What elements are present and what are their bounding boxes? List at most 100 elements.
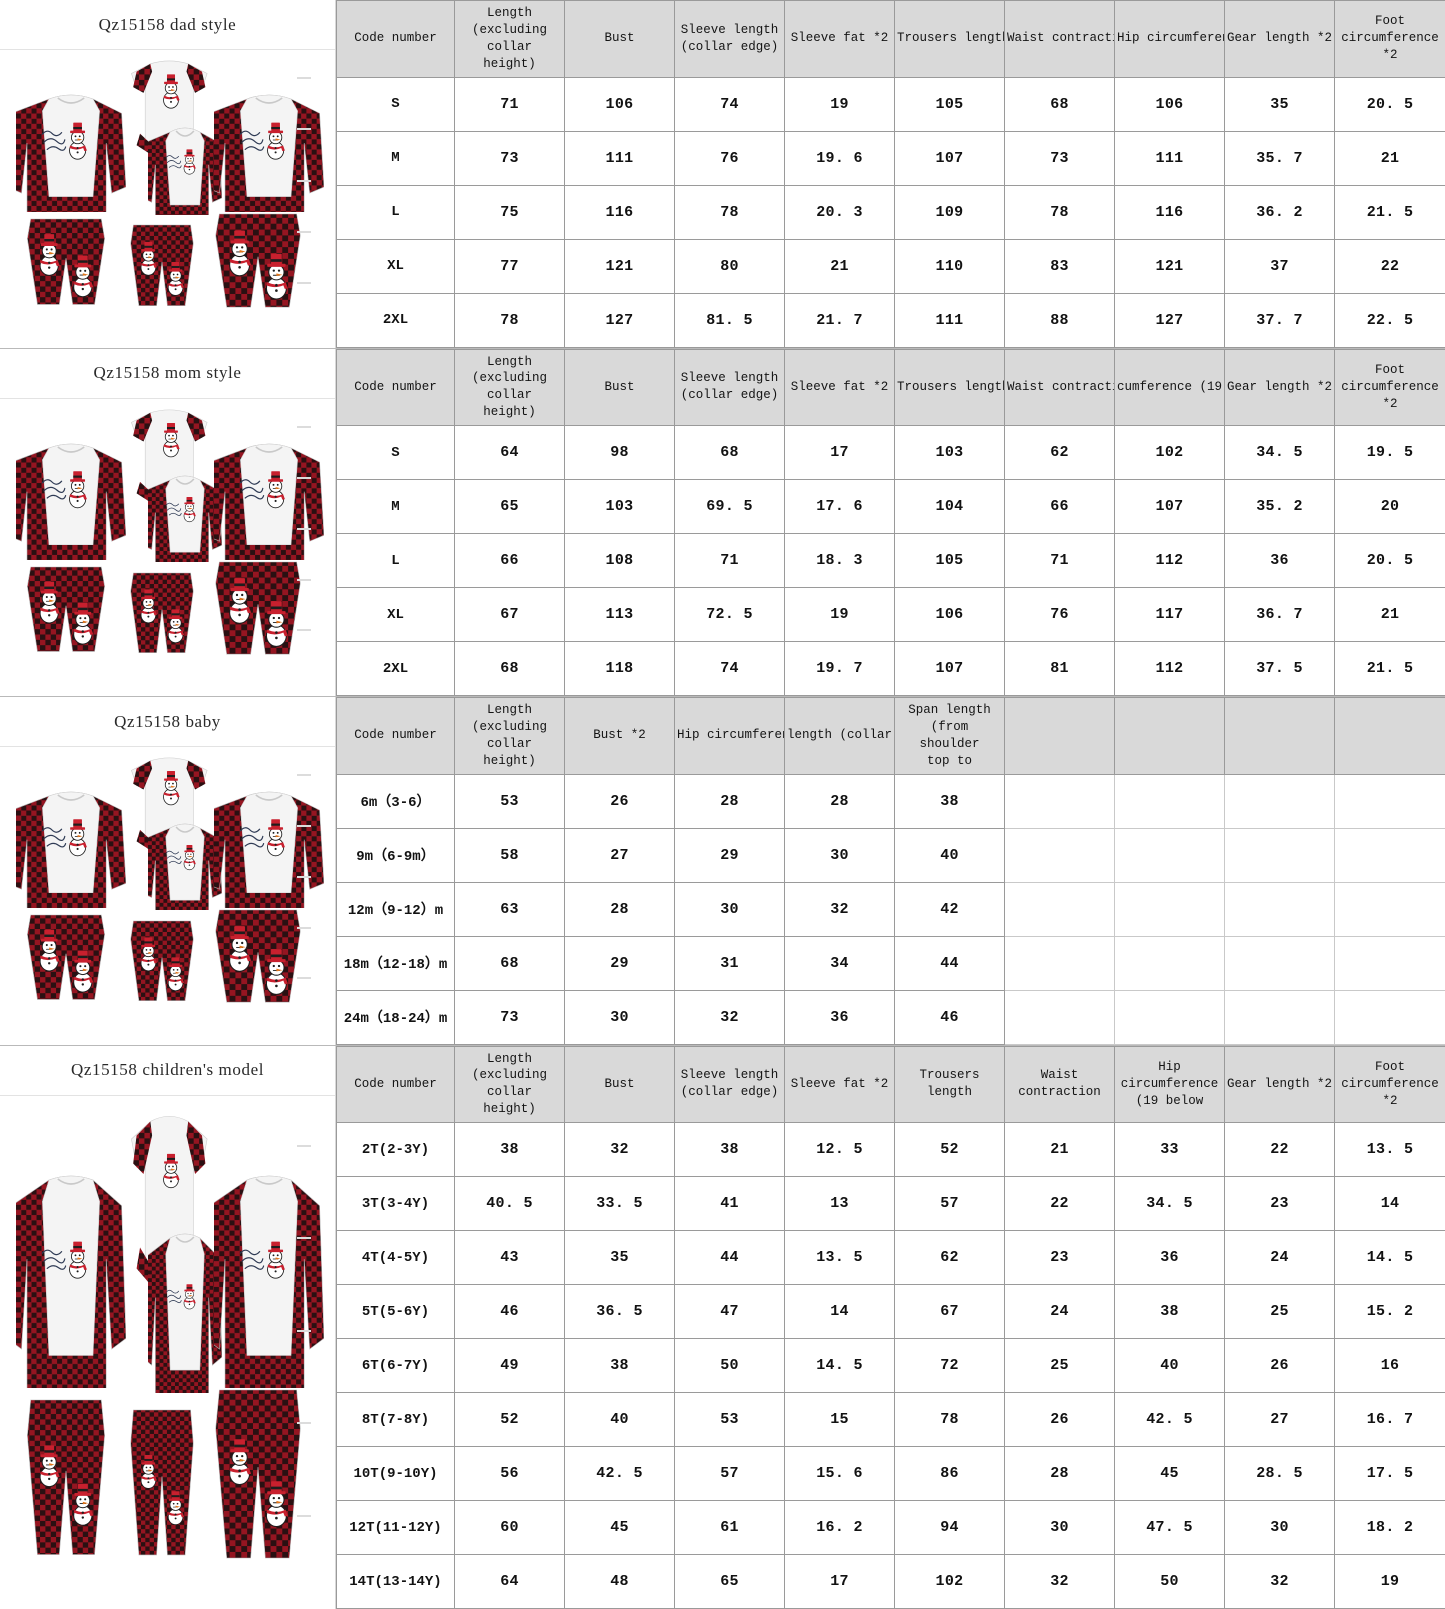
- header-line: (from shoulder: [897, 719, 1002, 753]
- measure-cell: 42. 5: [1115, 1393, 1225, 1447]
- column-header-9: Foot circumference*2: [1335, 349, 1445, 426]
- header-line: (collar edge): [677, 1084, 782, 1101]
- measure-cell: 94: [895, 1501, 1005, 1555]
- measure-cell: [1225, 882, 1335, 936]
- section-title-baby: Qz15158 baby: [0, 697, 335, 747]
- column-header-6: Waist contraction: [1005, 1, 1115, 78]
- measure-cell: 73: [1005, 131, 1115, 185]
- measure-cell: 15. 2: [1335, 1285, 1445, 1339]
- size-code-cell: 2XL: [337, 293, 455, 347]
- measure-cell: 24: [1005, 1285, 1115, 1339]
- header-line: collar height): [457, 736, 562, 770]
- size-code-cell: XL: [337, 588, 455, 642]
- measure-cell: 38: [675, 1123, 785, 1177]
- measure-cell: 113: [565, 588, 675, 642]
- media-column-dad: Qz15158 dad style: [0, 0, 336, 348]
- measure-cell: 75: [455, 185, 565, 239]
- pajama-artwork: [0, 1096, 335, 1609]
- measure-cell: 14: [1335, 1177, 1445, 1231]
- pajama-pants: [24, 1398, 108, 1559]
- measure-cell: 30: [1005, 1501, 1115, 1555]
- size-code-cell: 14T(13-14Y): [337, 1555, 455, 1609]
- measure-cell: 77: [455, 239, 565, 293]
- size-code-cell: L: [337, 185, 455, 239]
- measure-cell: 111: [895, 293, 1005, 347]
- column-header-3: Sleeve length(collar edge): [675, 1046, 785, 1123]
- pajama-pants: [212, 908, 304, 1004]
- column-header-8: Gear length *2: [1225, 1046, 1335, 1123]
- measure-cell: [1225, 774, 1335, 828]
- measure-tick: [297, 77, 311, 79]
- column-header-4: Sleeve fat *2: [785, 1046, 895, 1123]
- column-header-8: Gear length *2: [1225, 1, 1335, 78]
- measure-cell: 28: [675, 774, 785, 828]
- column-header-4: length (collar: [785, 698, 895, 775]
- measure-cell: 26: [565, 774, 675, 828]
- pajama-pants: [128, 223, 196, 307]
- header-line: Trousers: [897, 1067, 1002, 1084]
- column-header-7: Hip circumference: [1115, 1, 1225, 78]
- header-line: *2: [1337, 1093, 1443, 1110]
- measure-cell: 16. 7: [1335, 1393, 1445, 1447]
- column-header-8: Gear length *2: [1225, 349, 1335, 426]
- measure-cell: 45: [565, 1501, 675, 1555]
- pajama-top: [148, 474, 222, 562]
- header-line: Span length: [897, 702, 1002, 719]
- measure-cell: 103: [895, 426, 1005, 480]
- measure-tick: [297, 477, 311, 479]
- measure-cell: 56: [455, 1447, 565, 1501]
- measure-cell: 32: [675, 990, 785, 1044]
- measure-cell: 68: [1005, 77, 1115, 131]
- measure-cell: 41: [675, 1177, 785, 1231]
- pajama-top: [148, 822, 222, 910]
- measure-tick: [297, 876, 311, 878]
- pajama-artwork: [0, 50, 335, 348]
- measure-cell: 13. 5: [1335, 1123, 1445, 1177]
- measure-cell: 18. 2: [1335, 1501, 1445, 1555]
- measure-tick: [297, 180, 311, 182]
- measure-cell: 68: [675, 426, 785, 480]
- measure-cell: 19. 7: [785, 642, 895, 696]
- column-header-6: Waist contraction: [1005, 349, 1115, 426]
- size-code-cell: 18m（12-18）m: [337, 936, 455, 990]
- measure-tick: [297, 1422, 311, 1424]
- column-header-3: Sleeve length(collar edge): [675, 1, 785, 78]
- measure-cell: 66: [455, 534, 565, 588]
- measure-cell: 68: [455, 936, 565, 990]
- measure-cell: [1115, 828, 1225, 882]
- measure-cell: 30: [565, 990, 675, 1044]
- measure-cell: 20: [1335, 480, 1445, 534]
- measure-cell: 81: [1005, 642, 1115, 696]
- measure-cell: 17: [785, 426, 895, 480]
- measure-cell: 107: [895, 131, 1005, 185]
- measure-cell: 21: [1335, 131, 1445, 185]
- measure-cell: 26: [1225, 1339, 1335, 1393]
- measure-cell: 46: [895, 990, 1005, 1044]
- measure-cell: 76: [675, 131, 785, 185]
- measure-cell: 49: [455, 1339, 565, 1393]
- measure-cell: 13. 5: [785, 1231, 895, 1285]
- measure-cell: 36: [1225, 534, 1335, 588]
- measure-cell: 32: [1005, 1555, 1115, 1609]
- header-line: (excluding: [457, 1067, 562, 1084]
- header-line: contraction: [1007, 1084, 1112, 1101]
- measure-tick: [297, 977, 311, 979]
- measure-cell: 27: [565, 828, 675, 882]
- measure-cell: 34. 5: [1225, 426, 1335, 480]
- size-code-cell: 4T(4-5Y): [337, 1231, 455, 1285]
- header-line: Length: [457, 1051, 562, 1068]
- measure-cell: 47. 5: [1115, 1501, 1225, 1555]
- pajama-pants: [212, 212, 304, 309]
- measure-cell: 118: [565, 642, 675, 696]
- measure-cell: 73: [455, 131, 565, 185]
- measure-cell: 29: [675, 828, 785, 882]
- measure-cell: 60: [455, 1501, 565, 1555]
- measure-cell: [1335, 774, 1445, 828]
